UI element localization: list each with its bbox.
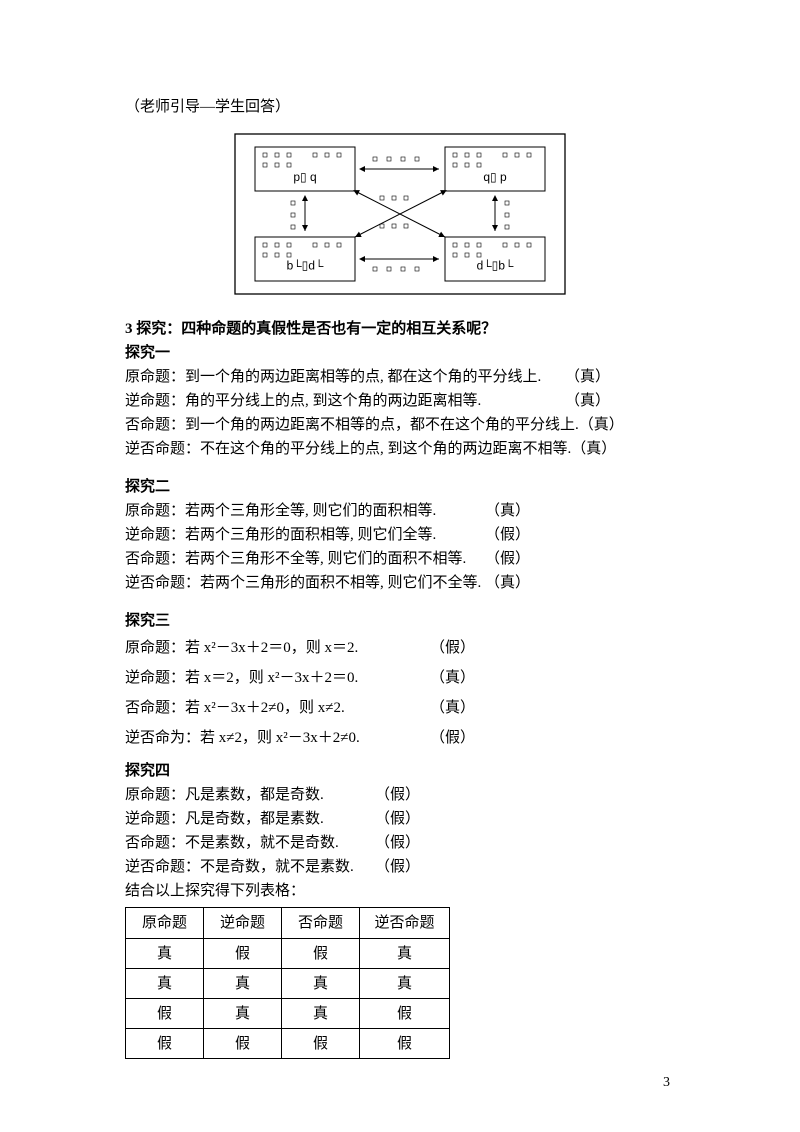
table-cell: 真 bbox=[126, 939, 204, 969]
proposition-line: 原命题：若两个三角形全等, 则它们的面积相等.（真） bbox=[125, 499, 675, 523]
proposition-line: 原命题：到一个角的两边距离相等的点, 都在这个角的平分线上.（真） bbox=[125, 365, 675, 389]
proposition-text: 否命题：若两个三角形不全等, 则它们的面积不相等. bbox=[125, 547, 485, 571]
table-header: 否命题 bbox=[282, 908, 360, 939]
e4-title: 探究四 bbox=[125, 759, 675, 783]
truth-note: （假） bbox=[485, 551, 530, 567]
page-number: 3 bbox=[663, 1072, 670, 1094]
truth-note: （假） bbox=[375, 787, 420, 803]
section3-heading: 3 探究：四种命题的真假性是否也有一定的相互关系呢？ bbox=[125, 317, 675, 341]
truth-note: （假） bbox=[375, 835, 420, 851]
proposition-line: 否命题：若两个三角形不全等, 则它们的面积不相等.（假） bbox=[125, 547, 675, 571]
table-row: 真假假真 bbox=[126, 939, 450, 969]
e2-block: 原命题：若两个三角形全等, 则它们的面积相等.（真）逆命题：若两个三角形的面积相… bbox=[125, 499, 675, 595]
proposition-text: 否命题：到一个角的两边距离不相等的点，都不在这个角的平分线上. bbox=[125, 413, 579, 437]
table-cell: 真 bbox=[282, 999, 360, 1029]
e1-title: 探究一 bbox=[125, 341, 675, 365]
truth-table: 原命题逆命题否命题逆否命题真假假真真真真真假真真假假假假假 bbox=[125, 907, 450, 1059]
truth-note: （真） bbox=[565, 369, 610, 385]
proposition-text: 逆否命为：若 x≠2，则 x²－3x＋2≠0. bbox=[125, 723, 430, 753]
truth-note: （真） bbox=[430, 700, 475, 716]
table-cell: 假 bbox=[282, 939, 360, 969]
truth-note: （真） bbox=[565, 393, 610, 409]
proposition-text: 逆命题：凡是奇数，都是素数. bbox=[125, 807, 375, 831]
truth-note: （假） bbox=[485, 527, 530, 543]
table-cell: 假 bbox=[204, 939, 282, 969]
proposition-line: 逆否命为：若 x≠2，则 x²－3x＋2≠0.（假） bbox=[125, 723, 675, 753]
proposition-line: 否命题：到一个角的两边距离不相等的点，都不在这个角的平分线上.（真） bbox=[125, 413, 675, 437]
proposition-line: 逆否命题：不是奇数，就不是素数.（假） bbox=[125, 855, 675, 879]
proposition-line: 否命题：若 x²－3x＋2≠0，则 x≠2.（真） bbox=[125, 693, 675, 723]
table-row: 真真真真 bbox=[126, 969, 450, 999]
table-cell: 假 bbox=[360, 999, 450, 1029]
proposition-line: 逆否命题：若两个三角形的面积不相等, 则它们不全等.（真） bbox=[125, 571, 675, 595]
e4-block: 原命题：凡是素数，都是奇数.（假）逆命题：凡是奇数，都是素数.（假）否命题：不是… bbox=[125, 783, 675, 879]
proposition-text: 逆否命题：不在这个角的平分线上的点, 到这个角的两边距离不相等. bbox=[125, 437, 571, 461]
table-cell: 真 bbox=[204, 999, 282, 1029]
proposition-text: 逆命题：角的平分线上的点, 到这个角的两边距离相等. bbox=[125, 389, 565, 413]
truth-note: （真） bbox=[579, 417, 624, 433]
table-cell: 真 bbox=[126, 969, 204, 999]
table-row: 假假假假 bbox=[126, 1029, 450, 1059]
svg-text:┐q▯┐p: ┐q▯┐p bbox=[476, 259, 513, 274]
proposition-text: 原命题：若两个三角形全等, 则它们的面积相等. bbox=[125, 499, 485, 523]
truth-note: （真） bbox=[485, 575, 530, 591]
table-header: 逆否命题 bbox=[360, 908, 450, 939]
proposition-line: 逆命题：若 x＝2，则 x²－3x＋2＝0.（真） bbox=[125, 663, 675, 693]
table-intro: 结合以上探究得下列表格： bbox=[125, 879, 675, 903]
e3-block: 原命题：若 x²－3x＋2＝0，则 x＝2.（假）逆命题：若 x＝2，则 x²－… bbox=[125, 633, 675, 753]
proposition-text: 原命题：到一个角的两边距离相等的点, 都在这个角的平分线上. bbox=[125, 365, 565, 389]
e1-block: 原命题：到一个角的两边距离相等的点, 都在这个角的平分线上.（真）逆命题：角的平… bbox=[125, 365, 675, 461]
proposition-line: 逆命题：若两个三角形的面积相等, 则它们全等.（假） bbox=[125, 523, 675, 547]
proposition-text: 逆命题：若两个三角形的面积相等, 则它们全等. bbox=[125, 523, 485, 547]
table-cell: 假 bbox=[204, 1029, 282, 1059]
table-cell: 假 bbox=[126, 1029, 204, 1059]
truth-note: （真） bbox=[430, 670, 475, 686]
proposition-diagram: p▯ q q▯ p ┐p▯┐q ┐q▯┐p bbox=[230, 129, 570, 299]
truth-note: （真） bbox=[571, 441, 616, 457]
proposition-text: 逆命题：若 x＝2，则 x²－3x＋2＝0. bbox=[125, 663, 430, 693]
table-cell: 真 bbox=[204, 969, 282, 999]
e2-title: 探究二 bbox=[125, 475, 675, 499]
proposition-text: 逆否命题：不是奇数，就不是素数. bbox=[125, 855, 375, 879]
table-cell: 假 bbox=[360, 1029, 450, 1059]
svg-text:q▯ p: q▯ p bbox=[483, 170, 507, 184]
table-cell: 真 bbox=[360, 969, 450, 999]
proposition-text: 逆否命题：若两个三角形的面积不相等, 则它们不全等. bbox=[125, 571, 485, 595]
table-header: 逆命题 bbox=[204, 908, 282, 939]
truth-note: （假） bbox=[375, 859, 420, 875]
svg-text:┐p▯┐q: ┐p▯┐q bbox=[287, 259, 324, 274]
truth-note: （真） bbox=[485, 503, 530, 519]
table-cell: 假 bbox=[282, 1029, 360, 1059]
table-cell: 假 bbox=[126, 999, 204, 1029]
proposition-line: 原命题：若 x²－3x＋2＝0，则 x＝2.（假） bbox=[125, 633, 675, 663]
table-cell: 真 bbox=[360, 939, 450, 969]
table-cell: 真 bbox=[282, 969, 360, 999]
intro-line: （老师引导—学生回答） bbox=[125, 95, 675, 119]
proposition-line: 否命题：不是素数，就不是奇数.（假） bbox=[125, 831, 675, 855]
truth-note: （假） bbox=[430, 640, 475, 656]
proposition-text: 原命题：若 x²－3x＋2＝0，则 x＝2. bbox=[125, 633, 430, 663]
proposition-line: 逆否命题：不在这个角的平分线上的点, 到这个角的两边距离不相等.（真） bbox=[125, 437, 675, 461]
e3-title: 探究三 bbox=[125, 609, 675, 633]
proposition-line: 原命题：凡是素数，都是奇数.（假） bbox=[125, 783, 675, 807]
proposition-text: 否命题：不是素数，就不是奇数. bbox=[125, 831, 375, 855]
truth-note: （假） bbox=[430, 730, 475, 746]
table-header: 原命题 bbox=[126, 908, 204, 939]
proposition-line: 逆命题：凡是奇数，都是素数.（假） bbox=[125, 807, 675, 831]
proposition-text: 否命题：若 x²－3x＋2≠0，则 x≠2. bbox=[125, 693, 430, 723]
svg-text:p▯ q: p▯ q bbox=[293, 170, 316, 184]
proposition-line: 逆命题：角的平分线上的点, 到这个角的两边距离相等.（真） bbox=[125, 389, 675, 413]
proposition-text: 原命题：凡是素数，都是奇数. bbox=[125, 783, 375, 807]
table-row: 假真真假 bbox=[126, 999, 450, 1029]
truth-note: （假） bbox=[375, 811, 420, 827]
